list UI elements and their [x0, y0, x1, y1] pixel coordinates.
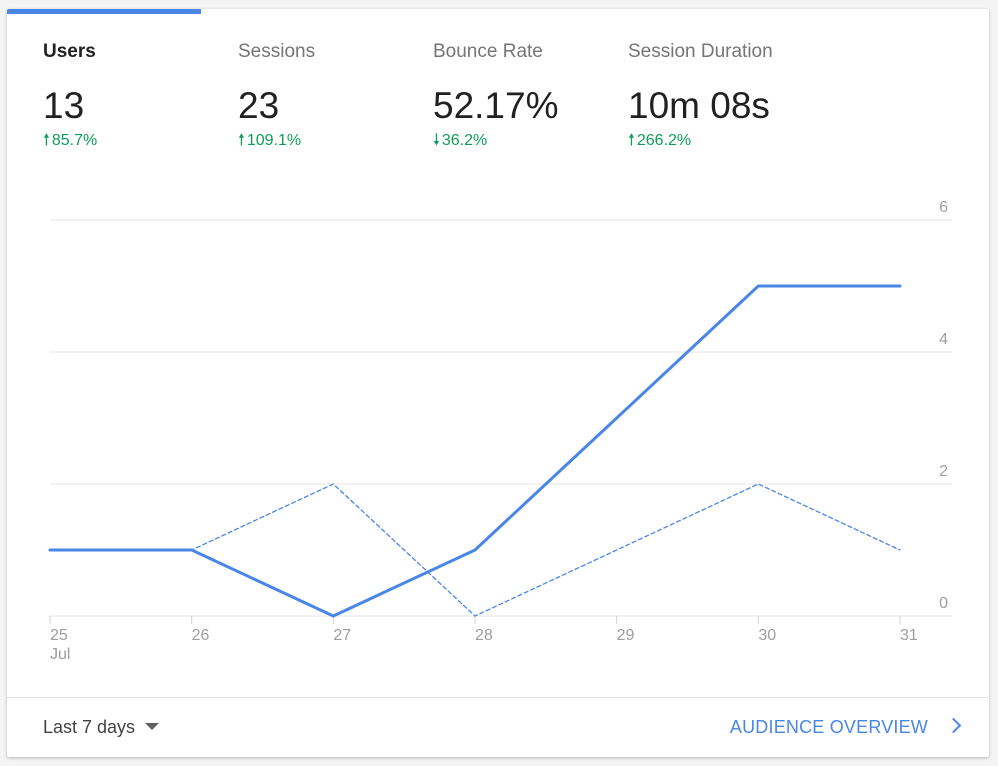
metric-label: Sessions — [238, 41, 316, 62]
chevron-right-icon — [945, 717, 962, 734]
metric-tab-users[interactable]: Users 13 🠕 85.7% — [43, 39, 233, 152]
x-tick-label: 29 — [617, 627, 635, 644]
y-tick-label: 4 — [939, 331, 948, 348]
metric-change-value: 266.2% — [636, 132, 692, 149]
metric-value: 52.17% — [433, 85, 559, 126]
metric-label: Users — [43, 41, 96, 62]
series-line-current-period — [48, 284, 902, 618]
metric-value: 23 — [238, 85, 280, 126]
audience-overview-label: AUDIENCE OVERVIEW — [729, 717, 928, 737]
y-tick-label: 6 — [939, 199, 948, 216]
audience-card: Users 13 🠕 85.7% Sessions 23 🠕 109.1% Boun… — [7, 9, 989, 757]
metric-change: 🠕 85.7% — [43, 130, 233, 152]
metric-change: 🠕 266.2% — [628, 130, 818, 152]
arrow-up-icon: 🠕 — [43, 132, 50, 149]
date-range-dropdown[interactable]: Last 7 days — [43, 715, 160, 739]
metric-change-value: 85.7% — [51, 132, 98, 149]
x-tick-label: 31 — [900, 627, 918, 644]
x-tick-label: 28 — [475, 627, 493, 644]
audience-overview-link[interactable]: AUDIENCE OVERVIEW — [729, 715, 962, 739]
arrow-up-icon: 🠕 — [628, 132, 635, 149]
x-tick-label: 30 — [758, 627, 776, 644]
metric-change-value: 109.1% — [246, 132, 302, 149]
metric-value: 10m 08s — [628, 85, 770, 126]
metric-value: 13 — [43, 85, 85, 126]
x-tick-sublabel: Jul — [50, 646, 70, 663]
y-tick-label: 0 — [939, 595, 948, 612]
y-tick-label: 2 — [939, 463, 948, 480]
date-range-label: Last 7 days — [43, 717, 136, 737]
x-tick-label: 25 — [50, 627, 68, 644]
x-tick-label: 26 — [192, 627, 210, 644]
metric-tab-session-duration[interactable]: Session Duration 10m 08s 🠕 266.2% — [628, 39, 818, 152]
metric-change: 🠕 109.1% — [238, 130, 428, 152]
users-line-chart: 0 2 4 6 25 Jul 26 27 28 29 30 31 — [48, 199, 952, 663]
series-line-previous-period — [49, 483, 901, 617]
arrow-down-icon: 🠗 — [433, 132, 440, 149]
active-tab-indicator — [7, 9, 201, 14]
metric-tab-bounce-rate[interactable]: Bounce Rate 52.17% 🠗 36.2% — [433, 39, 623, 152]
metric-change-value: 36.2% — [441, 132, 488, 149]
metric-label: Bounce Rate — [433, 41, 543, 62]
x-tick-label: 27 — [333, 627, 351, 644]
metric-label: Session Duration — [628, 41, 773, 62]
metric-tab-sessions[interactable]: Sessions 23 🠕 109.1% — [238, 39, 428, 152]
metric-change: 🠗 36.2% — [433, 130, 623, 152]
footer-divider — [7, 697, 989, 698]
arrow-up-icon: 🠕 — [238, 132, 245, 149]
caret-down-icon — [145, 722, 160, 730]
